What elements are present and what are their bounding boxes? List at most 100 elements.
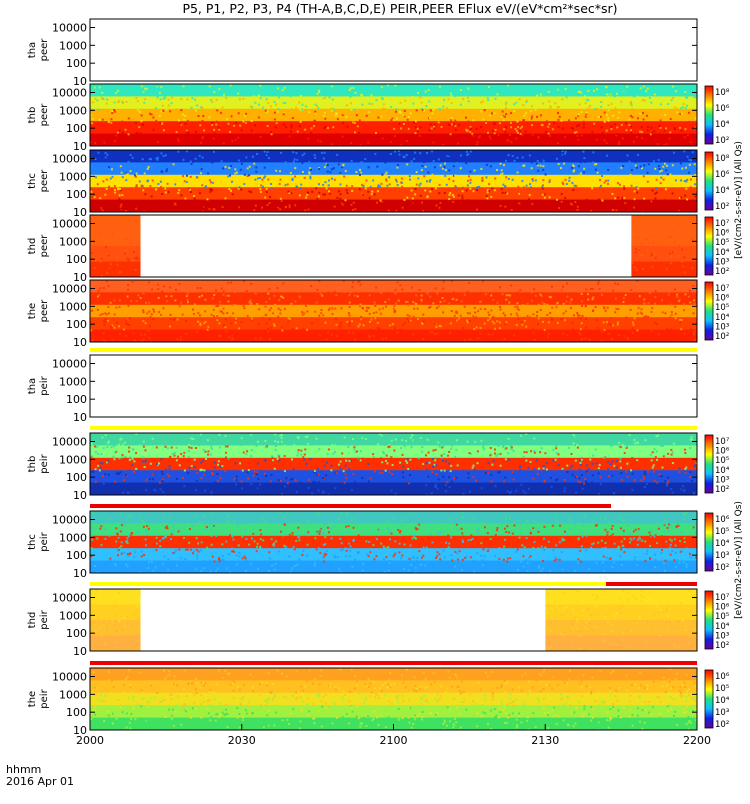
speckle	[103, 332, 105, 334]
speckle	[214, 482, 216, 484]
speckle	[603, 321, 605, 323]
speckle	[647, 129, 649, 131]
speckle	[553, 122, 555, 124]
speckle	[654, 197, 656, 199]
speckle	[159, 115, 161, 117]
speckle	[279, 283, 281, 285]
speckle	[438, 207, 440, 209]
speckle	[377, 327, 379, 329]
speckle	[217, 464, 219, 466]
speckle	[160, 152, 162, 154]
speckle	[627, 136, 629, 138]
speckle	[625, 294, 627, 296]
colorbar-tick-label: 10⁴	[715, 313, 730, 323]
speckle	[230, 190, 232, 192]
speckle	[311, 515, 313, 517]
panel-label-probe: tha	[27, 378, 38, 394]
speckle	[632, 327, 634, 329]
speckle	[299, 194, 301, 196]
speckle	[113, 456, 115, 458]
speckle	[280, 198, 282, 200]
speckle	[358, 333, 360, 335]
speckle	[176, 478, 178, 480]
speckle	[390, 490, 392, 492]
speckle	[671, 311, 673, 313]
speckle	[454, 95, 456, 97]
speckle	[99, 314, 101, 316]
speckle	[108, 474, 110, 476]
speckle	[291, 108, 293, 110]
colorbar-tick-label: 10²	[715, 485, 729, 495]
speckle	[556, 452, 558, 454]
speckle	[446, 107, 448, 109]
speckle	[340, 325, 342, 327]
speckle	[291, 567, 293, 569]
speckle	[268, 551, 270, 553]
speckle	[502, 184, 504, 186]
speckle	[324, 112, 326, 114]
speckle	[667, 103, 669, 105]
speckle	[581, 459, 583, 461]
speckle	[231, 548, 233, 550]
speckle	[226, 567, 228, 569]
speckle	[165, 170, 167, 172]
speckle	[193, 550, 195, 552]
speckle	[144, 466, 146, 468]
speckle	[661, 170, 663, 172]
speckle	[324, 118, 326, 120]
speckle	[106, 280, 108, 282]
speckle	[226, 203, 228, 205]
speckle	[218, 434, 220, 436]
speckle	[453, 291, 455, 293]
speckle	[541, 330, 543, 332]
energy-band	[631, 262, 697, 278]
speckle	[161, 570, 163, 572]
speckle	[228, 553, 230, 555]
speckle	[423, 320, 425, 322]
speckle	[508, 532, 510, 534]
speckle	[550, 486, 552, 488]
speckle	[248, 544, 250, 546]
speckle	[542, 568, 544, 570]
speckle	[340, 307, 342, 309]
speckle	[574, 444, 576, 446]
speckle	[227, 445, 229, 447]
speckle	[565, 310, 567, 312]
speckle	[239, 98, 241, 100]
speckle	[162, 480, 164, 482]
speckle	[593, 90, 595, 92]
speckle	[649, 561, 651, 563]
speckle	[622, 144, 624, 146]
speckle	[601, 294, 603, 296]
speckle	[681, 319, 683, 321]
speckle	[91, 443, 93, 445]
speckle	[343, 470, 345, 472]
speckle	[401, 439, 403, 441]
speckle	[443, 99, 445, 101]
speckle	[394, 327, 396, 329]
speckle	[398, 154, 400, 156]
speckle	[117, 90, 119, 92]
speckle	[683, 303, 685, 305]
speckle	[345, 460, 347, 462]
speckle	[532, 527, 534, 529]
speckle	[654, 168, 656, 170]
speckle	[460, 315, 462, 317]
speckle	[415, 120, 417, 122]
speckle	[475, 281, 477, 283]
speckle	[587, 99, 589, 101]
speckle	[446, 184, 448, 186]
speckle	[362, 151, 364, 153]
speckle	[102, 236, 104, 238]
speckle	[284, 524, 286, 526]
speckle	[123, 329, 125, 331]
speckle	[437, 441, 439, 443]
speckle	[268, 570, 270, 572]
speckle	[234, 168, 236, 170]
speckle	[242, 120, 244, 122]
speckle	[576, 335, 578, 337]
speckle	[442, 168, 444, 170]
speckle	[502, 192, 504, 194]
speckle	[368, 111, 370, 113]
speckle	[564, 197, 566, 199]
